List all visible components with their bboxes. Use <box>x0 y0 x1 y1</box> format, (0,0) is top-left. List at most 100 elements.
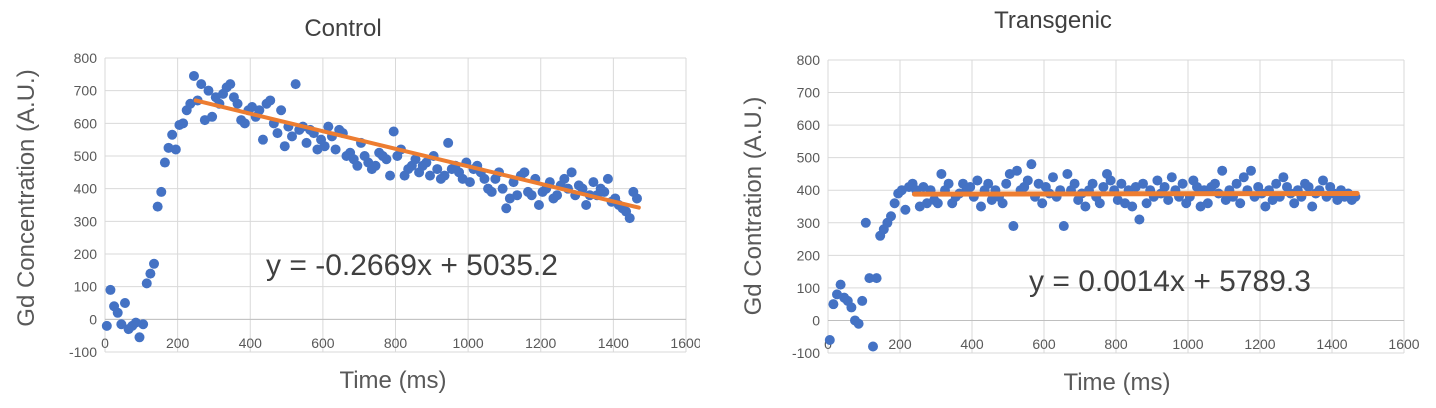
data-point <box>265 95 276 106</box>
x-tick-label: 400 <box>239 335 263 351</box>
data-point <box>272 128 283 139</box>
data-point <box>1008 221 1019 232</box>
data-point <box>871 273 882 284</box>
data-point <box>1260 201 1271 212</box>
data-point <box>439 170 450 181</box>
y-axis-title: Gd Contration (A.U.) <box>740 97 767 316</box>
y-tick-label: 100 <box>74 279 98 295</box>
x-axis-title: Time (ms) <box>1063 369 1170 396</box>
trendline-equation: y = -0.2669x + 5035.2 <box>266 249 558 282</box>
data-point <box>1037 198 1048 209</box>
x-tick-label: 400 <box>960 336 984 352</box>
data-point <box>116 319 127 330</box>
data-point <box>1278 172 1289 183</box>
data-point <box>381 154 392 165</box>
data-point <box>943 178 954 189</box>
data-point <box>1094 198 1105 209</box>
data-point <box>352 160 363 171</box>
x-tick-label: 1000 <box>453 335 484 351</box>
data-point <box>225 79 236 90</box>
x-tick-label: 200 <box>888 336 912 352</box>
data-point <box>370 160 381 171</box>
data-point <box>853 318 864 329</box>
y-tick-label: 100 <box>797 280 821 296</box>
data-point <box>1271 178 1282 189</box>
y-tick-label: 500 <box>797 150 821 166</box>
data-point <box>868 341 878 352</box>
x-tick-label: 800 <box>384 335 408 351</box>
data-point <box>846 302 857 313</box>
x-tick-label: 1200 <box>525 335 556 351</box>
x-tick-label: 800 <box>1104 336 1128 352</box>
data-point <box>588 177 599 188</box>
data-point <box>1235 198 1246 209</box>
data-point <box>1058 221 1069 232</box>
y-tick-label: -100 <box>69 344 97 360</box>
data-point <box>424 170 435 181</box>
data-point <box>170 144 181 155</box>
data-point <box>577 183 588 194</box>
data-point <box>1062 168 1073 179</box>
y-tick-label: 0 <box>812 312 820 328</box>
data-point <box>388 126 399 137</box>
data-point <box>432 164 443 175</box>
data-point <box>552 190 563 201</box>
data-point <box>828 299 839 310</box>
data-point <box>1069 178 1080 189</box>
x-axis-title: Time (ms) <box>339 367 446 394</box>
data-point <box>566 167 577 178</box>
data-point <box>239 118 250 129</box>
data-point <box>983 178 994 189</box>
data-point <box>860 217 871 228</box>
data-point <box>631 193 642 204</box>
y-tick-label: -100 <box>792 345 820 361</box>
data-point <box>1202 198 1213 209</box>
data-point <box>207 111 218 122</box>
trendline <box>911 190 1360 197</box>
data-point <box>156 186 167 197</box>
data-point <box>1289 198 1300 209</box>
data-point <box>1012 165 1022 176</box>
data-point <box>864 273 875 284</box>
transgenic-chart: Transgenic -100 0 100 200 300 400 500 600 700 800… <box>740 7 1420 396</box>
data-point <box>330 144 341 155</box>
data-point <box>1217 165 1228 176</box>
data-point <box>149 258 160 269</box>
data-point <box>232 98 243 109</box>
y-tick-label: 700 <box>74 83 98 99</box>
data-point <box>1152 175 1163 186</box>
data-point <box>319 141 330 152</box>
y-tick-label: 500 <box>74 148 98 164</box>
data-point <box>889 198 900 209</box>
data-point <box>479 173 490 184</box>
data-point <box>112 307 123 318</box>
data-point <box>276 105 287 116</box>
x-tick-label: 1400 <box>598 335 629 351</box>
data-point <box>581 200 592 210</box>
data-point <box>141 278 152 289</box>
y-tick-label: 200 <box>797 247 821 263</box>
data-point <box>835 279 846 290</box>
y-tick-label: 200 <box>74 246 98 262</box>
x-tick-label: 0 <box>101 335 109 351</box>
data-point <box>512 190 523 201</box>
data-point <box>936 168 947 179</box>
data-point <box>900 204 911 215</box>
data-point <box>824 334 835 345</box>
data-point <box>421 157 432 168</box>
data-point <box>1080 201 1091 212</box>
data-point <box>1231 178 1242 189</box>
data-point <box>519 167 530 178</box>
data-point <box>410 154 421 165</box>
data-point <box>257 134 268 145</box>
data-point <box>290 79 301 90</box>
data-point <box>254 105 265 116</box>
data-point <box>1141 198 1152 209</box>
data-point <box>105 284 116 295</box>
data-point <box>886 211 896 222</box>
data-point <box>279 141 290 152</box>
data-point <box>997 198 1008 209</box>
data-point <box>486 186 497 197</box>
